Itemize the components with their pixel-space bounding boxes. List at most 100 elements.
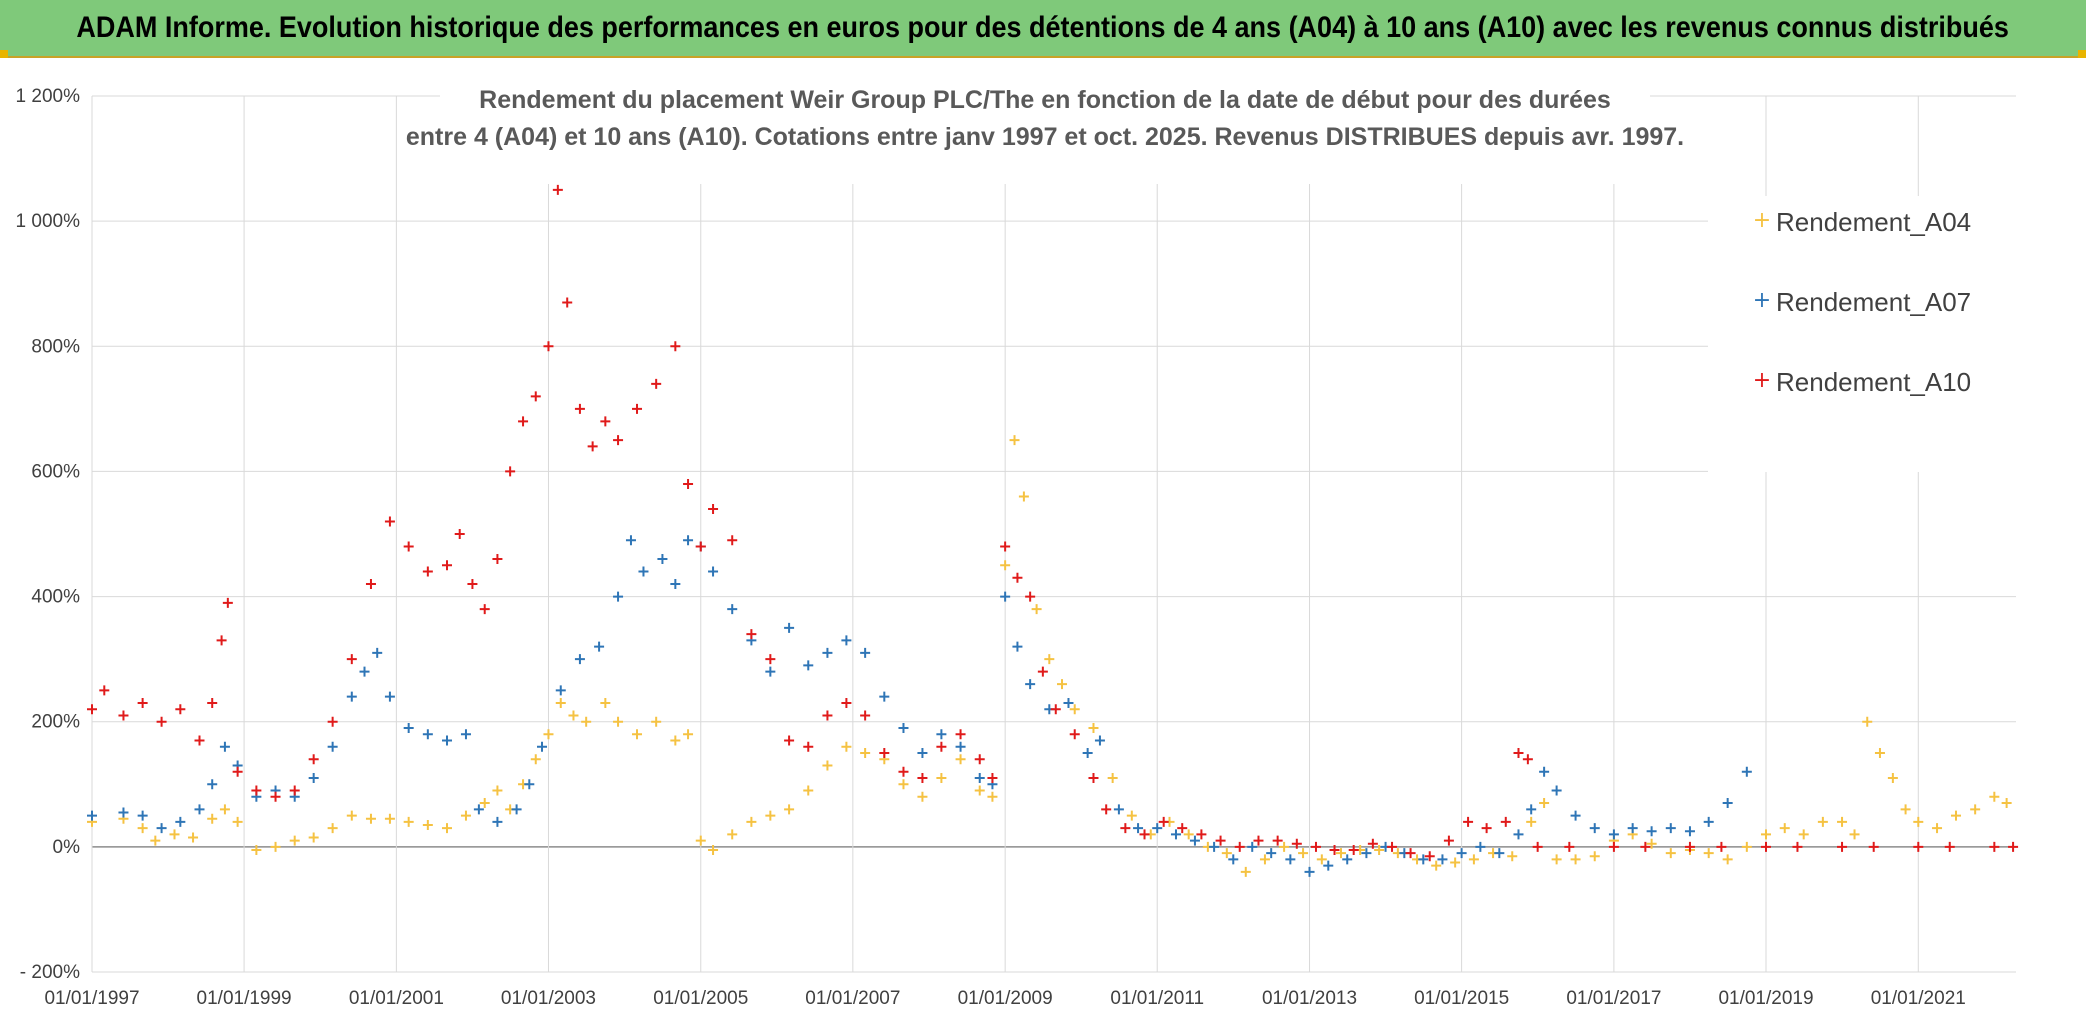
x-tick-label: 01/01/2013 [1262,988,1357,1009]
data-point [1196,829,1207,840]
data-point [422,566,433,577]
data-point [657,554,668,565]
data-point [860,748,871,758]
chart-title-background [440,76,1650,184]
data-point [1374,844,1385,855]
data-point [1113,804,1124,815]
data-point [1741,841,1752,852]
data-point [765,810,776,821]
data-point [1234,841,1245,852]
data-point [552,184,563,195]
data-point [1868,841,1879,852]
data-point [1532,841,1543,852]
chart-title-line1: Rendement du placement Weir Group PLC/Th… [479,86,1611,114]
data-point [1088,722,1099,733]
data-point [479,604,490,615]
data-point [1874,748,1885,758]
data-point [403,541,414,552]
data-point [1684,841,1695,852]
x-tick-label: 01/01/2011 [1110,988,1204,1009]
data-point [346,810,357,821]
data-point [1177,823,1188,834]
data-point [460,729,471,740]
data-point [1837,816,1848,827]
data-point [1475,841,1486,852]
data-point [1817,816,1828,827]
data-point [1107,773,1118,784]
data-point [1405,848,1416,859]
data-point [1228,854,1239,865]
data-point [727,604,738,615]
data-point [1272,835,1283,846]
data-point [898,779,909,790]
data-point [955,729,966,740]
data-point [1418,854,1429,865]
x-tick-label: 01/01/2005 [653,988,748,1009]
data-point [1627,823,1638,834]
data-point [987,773,998,784]
data-point [683,729,694,740]
data-point [1335,848,1346,859]
data-point [1063,697,1074,708]
data-point [555,685,566,696]
data-point [1760,841,1771,852]
data-point [1989,841,2000,852]
x-tick-label: 01/01/2003 [501,988,596,1009]
data-point [613,591,624,602]
series-Rendement_A04 [87,435,2012,877]
data-point [1170,829,1181,840]
data-point [2008,841,2019,852]
legend-label-a07: Rendement_A07 [1776,287,1971,317]
data-point [289,785,300,796]
data-point [1862,716,1873,727]
data-point [1266,848,1277,859]
data-point [422,819,433,830]
data-point [511,804,522,815]
data-point [518,416,529,427]
data-point [1526,816,1537,827]
data-point [1646,838,1657,849]
x-tick-label: 01/01/2009 [958,988,1053,1009]
data-point [194,735,205,746]
legend-marker-a04: + [1753,208,1771,233]
data-point [670,341,681,352]
data-point [137,810,148,821]
data-point [207,697,218,708]
data-point [727,829,738,840]
data-point [156,716,167,727]
data-point [1741,766,1752,777]
data-point [1513,829,1524,840]
data-point [1012,572,1023,583]
data-point [270,791,281,802]
data-point [1298,848,1309,859]
data-point [2001,798,2012,809]
data-point [232,766,243,777]
data-point [841,741,852,752]
data-point [651,716,662,727]
data-point [803,741,814,752]
data-point [1025,679,1036,690]
data-point [1443,835,1454,846]
data-point [1037,666,1048,677]
x-tick-label: 01/01/2001 [349,988,444,1009]
data-point [1000,560,1011,571]
y-tick-label: 1 000% [16,211,81,232]
x-tick-label: 01/01/2017 [1566,988,1661,1009]
data-point [1031,604,1042,615]
legend-label-a04: Rendement_A04 [1776,207,1971,237]
data-point [1158,816,1169,827]
data-point [1722,854,1733,865]
data-point [1424,851,1435,862]
data-point [442,735,453,746]
data-point [137,823,148,834]
data-point [1139,829,1150,840]
data-point [454,529,465,539]
data-point [1120,823,1131,834]
data-point [632,403,643,414]
data-point [1240,866,1251,877]
data-point [118,710,129,721]
data-point [1522,754,1533,765]
data-point [1640,841,1651,852]
data-point [442,823,453,834]
data-point [695,541,706,552]
